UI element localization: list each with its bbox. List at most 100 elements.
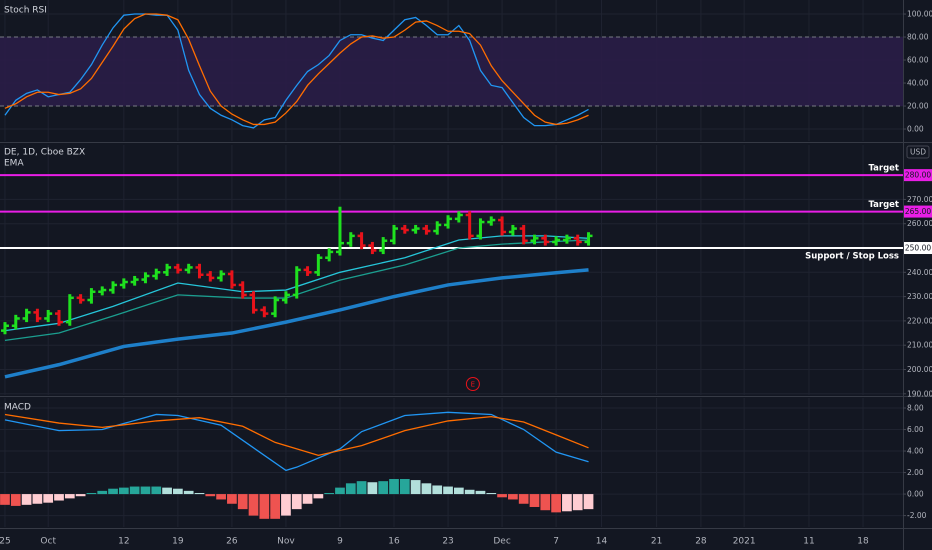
x-tick-label: 26 [226, 537, 238, 547]
histogram-bar [518, 494, 529, 504]
ohlc-bar [109, 281, 118, 294]
y-tick-label: 0.00 [907, 490, 924, 499]
y-tick-label: 40.00 [907, 79, 929, 88]
histogram-bar [486, 493, 497, 495]
currency[interactable]: USD [910, 148, 926, 157]
histogram-bar [129, 486, 140, 495]
histogram-bar [291, 494, 302, 510]
y-tick-label: 20.00 [907, 102, 929, 111]
ohlc-bar [163, 263, 172, 276]
ohlc-bar [433, 221, 442, 235]
x-tick-label: 23 [442, 537, 453, 547]
ohlc-bar [55, 309, 64, 326]
y-tick-label: 220.00 [907, 316, 932, 325]
histogram-bar [410, 480, 421, 495]
ema-line [4, 239, 589, 341]
y-tick-label: 210.00 [907, 341, 932, 350]
ohlc-bar [152, 268, 161, 280]
histogram-bar [508, 494, 518, 500]
histogram-bar [367, 482, 378, 495]
histogram-bar [259, 494, 270, 519]
x-tick-label: Oct [40, 537, 56, 547]
ohlc-bar [271, 296, 280, 318]
y-tick-label: 100.00 [907, 10, 932, 19]
ohlc-bar [584, 232, 593, 246]
pane-title: MACD [4, 403, 31, 413]
ohlc-bar [454, 211, 463, 223]
y-tick-label: -2.00 [907, 511, 927, 520]
ohlc-bar [33, 308, 42, 323]
event-marker [465, 377, 480, 391]
histogram-bar [194, 493, 205, 495]
histogram-bar [43, 494, 54, 503]
ohlc-bar [217, 270, 226, 282]
ohlc-bar [98, 286, 107, 296]
level-label: 250.00 [905, 244, 931, 253]
histogram-bar [475, 490, 486, 495]
x-tick-label: Dec [493, 537, 510, 547]
y-tick-label: 190.00 [907, 389, 932, 398]
y-tick-label: 8.00 [907, 404, 924, 413]
x-tick-label: 19 [172, 537, 184, 547]
histogram-bar [183, 490, 194, 495]
histogram-bar [540, 494, 551, 511]
level-text: Target [868, 200, 899, 210]
x-tick-label: 25 [0, 537, 11, 547]
y-tick-label: 0.00 [907, 125, 924, 134]
y-tick-label: 80.00 [907, 33, 929, 42]
x-tick-label: Nov [277, 537, 295, 547]
histogram-bar [378, 481, 389, 495]
ohlc-bar [227, 270, 236, 289]
histogram-bar [86, 493, 97, 495]
histogram-bar [0, 494, 10, 505]
ohlc-bar [206, 271, 215, 282]
y-tick-label: 4.00 [907, 447, 924, 456]
ohlc-bar [119, 278, 128, 289]
x-tick-label: 11 [803, 537, 814, 547]
ohlc-bar [368, 241, 377, 255]
y-tick-label: 260.00 [907, 219, 932, 228]
level-label: 265.00 [905, 207, 931, 216]
histogram-bar [562, 494, 572, 512]
histogram-bar [335, 487, 345, 495]
indicator-label: EMA [4, 159, 24, 169]
ohlc-bar [530, 234, 539, 245]
histogram-bar [421, 483, 432, 495]
ohlc-bar [346, 232, 355, 247]
histogram-bar [10, 494, 21, 506]
x-tick-label: 7 [553, 537, 559, 547]
histogram-bar [464, 489, 475, 495]
x-tick-label: 12 [118, 537, 129, 547]
histogram-bar [162, 487, 172, 495]
y-tick-label: 2.00 [907, 468, 924, 477]
y-tick-label: 200.00 [907, 365, 932, 374]
histogram-bar [399, 479, 410, 495]
histogram-bar [140, 486, 151, 495]
ema-line [4, 268, 589, 379]
histogram-bar [97, 490, 108, 495]
macd-line [4, 411, 589, 472]
x-tick-label: 18 [857, 537, 869, 547]
histogram-bar [551, 494, 561, 513]
currency-box[interactable] [906, 145, 930, 159]
level-label-box [904, 169, 932, 182]
y-tick-label: 6.00 [907, 425, 924, 434]
y-tick-label: 270.00 [907, 195, 932, 204]
histogram-bar [281, 494, 291, 516]
y-tick-label: 240.00 [907, 268, 932, 277]
histogram-bar [32, 494, 43, 504]
ohlc-bar [0, 322, 9, 335]
band [0, 37, 903, 107]
histogram-bar [356, 481, 367, 495]
ohlc-bar [357, 232, 366, 250]
histogram-bar [313, 494, 324, 499]
ohlc-bar [444, 215, 453, 229]
ohlc-bar [314, 254, 323, 276]
histogram-bar [173, 488, 183, 495]
histogram-bar [75, 494, 86, 497]
ohlc-bar [281, 291, 290, 304]
histogram-bar [21, 494, 32, 505]
histogram-bar [64, 494, 75, 499]
ohlc-bar [400, 224, 409, 234]
